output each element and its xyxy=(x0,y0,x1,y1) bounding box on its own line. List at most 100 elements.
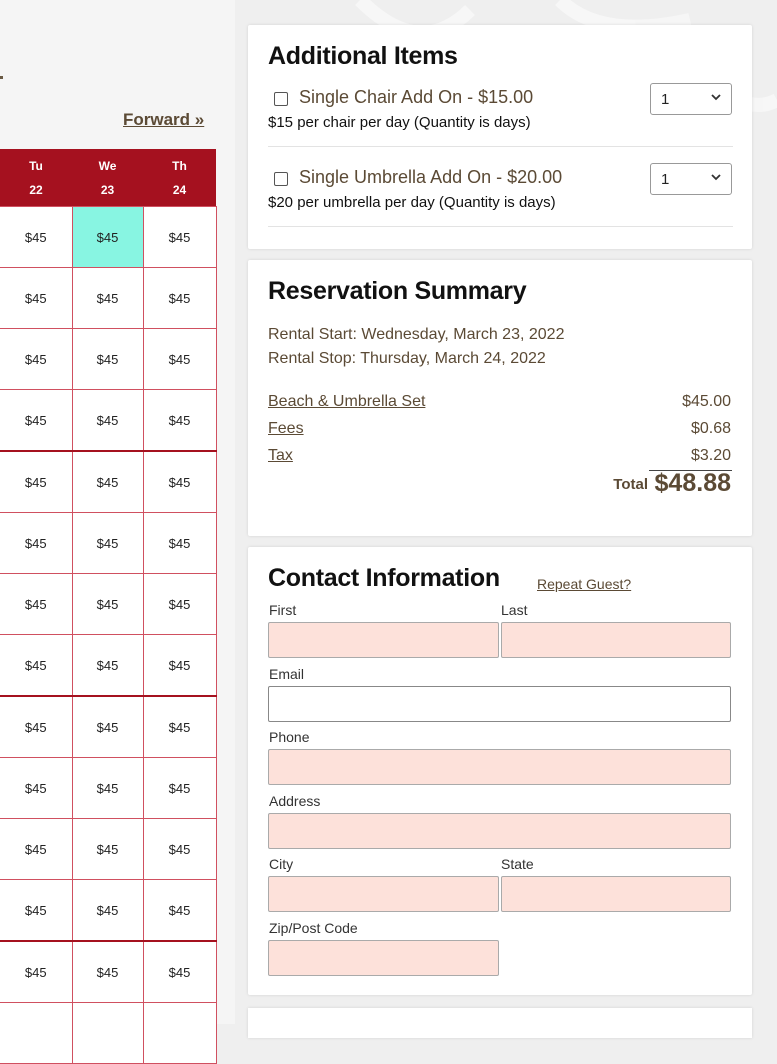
address-field[interactable] xyxy=(268,813,731,849)
price-cell[interactable]: $45 xyxy=(142,206,217,268)
price-cell[interactable] xyxy=(71,1002,144,1064)
price-cell[interactable]: $45 xyxy=(142,267,217,329)
price-cell[interactable]: $45 xyxy=(142,879,217,942)
reservation-summary-title: Reservation Summary xyxy=(268,277,527,305)
calendar-row: $45 $45 $45 xyxy=(0,695,217,758)
state-label: State xyxy=(501,856,534,872)
calendar-header-row: Tu 22 We 23 Th 24 xyxy=(0,149,216,207)
chair-quantity-select[interactable]: 1 xyxy=(650,83,732,115)
calendar-row: $45 $45 $45 xyxy=(0,940,217,1003)
calendar-row: $45 $45 $45 xyxy=(0,267,217,329)
day-of-week: We xyxy=(98,158,117,173)
first-name-field[interactable] xyxy=(268,622,499,658)
day-date: 23 xyxy=(100,182,115,197)
first-name-label: First xyxy=(269,602,297,618)
price-cell[interactable]: $45 xyxy=(0,450,73,513)
fees-link[interactable]: Fees xyxy=(268,420,304,437)
price-cell[interactable] xyxy=(0,1002,73,1064)
price-cell[interactable]: $45 xyxy=(0,512,73,574)
umbrella-add-on-label[interactable]: Single Umbrella Add On - $20.00 xyxy=(299,167,563,187)
price-cell[interactable]: $45 xyxy=(71,267,144,329)
price-cell[interactable]: $45 xyxy=(71,328,144,390)
calendar-row: $45 $45 $45 xyxy=(0,389,217,452)
fees-amount: $0.68 xyxy=(690,420,731,437)
calendar-row: $45 $45 $45 xyxy=(0,328,217,390)
day-of-week: Tu xyxy=(29,158,43,173)
tax-link[interactable]: Tax xyxy=(268,447,293,464)
price-cell[interactable]: $45 xyxy=(142,634,217,697)
price-cell[interactable]: $45 xyxy=(71,940,144,1003)
calendar-row: $45 $45 $45 xyxy=(0,757,217,819)
price-cell[interactable]: $45 xyxy=(71,512,144,574)
price-cell[interactable]: $45 xyxy=(142,389,217,452)
price-cell[interactable]: $45 xyxy=(0,879,73,942)
day-header-tu: Tu 22 xyxy=(0,149,72,207)
price-cell[interactable]: $45 xyxy=(142,450,217,513)
price-cell[interactable]: $45 xyxy=(71,634,144,697)
price-cell[interactable]: $45 xyxy=(142,328,217,390)
state-field[interactable] xyxy=(501,876,731,912)
price-cell[interactable]: $45 xyxy=(71,879,144,942)
price-cell[interactable]: $45 xyxy=(142,757,217,819)
price-cell[interactable]: $45 xyxy=(71,450,144,513)
tax-amount: $3.20 xyxy=(690,447,731,464)
contact-information-title: Contact Information xyxy=(268,564,500,592)
calendar-row: $45 $45 $45 xyxy=(0,634,217,697)
price-cell-selected[interactable]: $45 xyxy=(71,206,144,268)
price-cell[interactable]: $45 xyxy=(0,267,73,329)
price-cell[interactable]: $45 xyxy=(142,818,217,880)
chair-quantity-value: 1 xyxy=(661,91,670,108)
additional-items-card: Additional Items Single Chair Add On - $… xyxy=(248,25,752,249)
day-date: 22 xyxy=(29,182,43,197)
item-divider xyxy=(268,146,733,147)
price-cell[interactable]: $45 xyxy=(142,573,217,635)
price-cell[interactable]: $45 xyxy=(0,328,73,390)
repeat-guest-link[interactable]: Repeat Guest? xyxy=(537,576,632,592)
price-cell[interactable]: $45 xyxy=(142,940,217,1003)
price-cell[interactable]: $45 xyxy=(0,757,73,819)
price-cell[interactable]: $45 xyxy=(0,940,73,1003)
phone-field[interactable] xyxy=(268,749,731,785)
price-cell[interactable]: $45 xyxy=(142,512,217,574)
price-cell[interactable]: $45 xyxy=(71,757,144,819)
beach-umbrella-set-link[interactable]: Beach & Umbrella Set xyxy=(268,393,426,410)
price-cell[interactable]: $45 xyxy=(0,818,73,880)
price-cell[interactable]: $45 xyxy=(71,818,144,880)
chair-add-on-label[interactable]: Single Chair Add On - $15.00 xyxy=(299,87,534,107)
price-cell[interactable]: $45 xyxy=(0,573,73,635)
calendar-forward-link[interactable]: Forward » xyxy=(123,110,205,129)
price-cell[interactable]: $45 xyxy=(71,389,144,452)
price-cell[interactable]: $45 xyxy=(0,695,73,758)
calendar-row: $45 $45 $45 xyxy=(0,206,217,268)
contact-information-card: Contact Information Repeat Guest? First … xyxy=(248,547,752,995)
email-field[interactable] xyxy=(268,686,731,722)
price-cell[interactable]: $45 xyxy=(142,695,217,758)
partial-text-fragment xyxy=(0,76,3,79)
umbrella-add-on-checkbox[interactable] xyxy=(274,172,288,186)
day-header-we: We 23 xyxy=(72,149,143,207)
price-cell[interactable]: $45 xyxy=(0,634,73,697)
item-divider xyxy=(268,226,733,227)
last-name-field[interactable] xyxy=(501,622,731,658)
chevron-down-icon xyxy=(711,174,721,181)
umbrella-quantity-value: 1 xyxy=(661,171,670,188)
day-header-th: Th 24 xyxy=(143,149,216,207)
chevron-down-icon xyxy=(711,94,721,101)
price-cell[interactable]: $45 xyxy=(71,573,144,635)
availability-calendar-table: Tu 22 We 23 Th 24 $45 $45 $45 $45 xyxy=(0,149,217,1064)
city-field[interactable] xyxy=(268,876,499,912)
next-section-card xyxy=(248,1008,752,1038)
calendar-row: $45 $45 $45 xyxy=(0,879,217,942)
additional-items-title: Additional Items xyxy=(268,42,458,70)
price-cell[interactable]: $45 xyxy=(0,389,73,452)
price-cell[interactable] xyxy=(142,1002,217,1064)
chair-add-on-checkbox[interactable] xyxy=(274,92,288,106)
umbrella-add-on-description: $20 per umbrella per day (Quantity is da… xyxy=(268,194,556,211)
calendar-row: $45 $45 $45 xyxy=(0,573,217,635)
zip-code-field[interactable] xyxy=(268,940,499,976)
price-cell[interactable]: $45 xyxy=(0,206,73,268)
price-cell[interactable]: $45 xyxy=(71,695,144,758)
address-label: Address xyxy=(269,793,321,809)
rental-stop-text: Rental Stop: Thursday, March 24, 2022 xyxy=(268,350,546,367)
umbrella-quantity-select[interactable]: 1 xyxy=(650,163,732,195)
